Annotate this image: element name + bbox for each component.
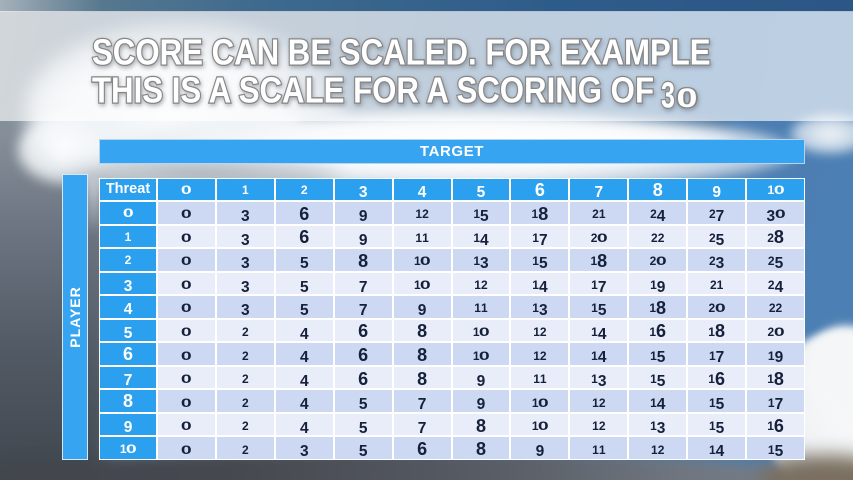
svg-text:0: 0	[677, 83, 698, 113]
svg-text:THIS IS A SCALE FOR A SCORING: THIS IS A SCALE FOR A SCORING OF	[92, 70, 654, 111]
svg-text:SCORE CAN BE SCALED. FOR EXAMP: SCORE CAN BE SCALED. FOR EXAMPLE	[92, 32, 711, 73]
svg-text:3: 3	[661, 75, 675, 116]
